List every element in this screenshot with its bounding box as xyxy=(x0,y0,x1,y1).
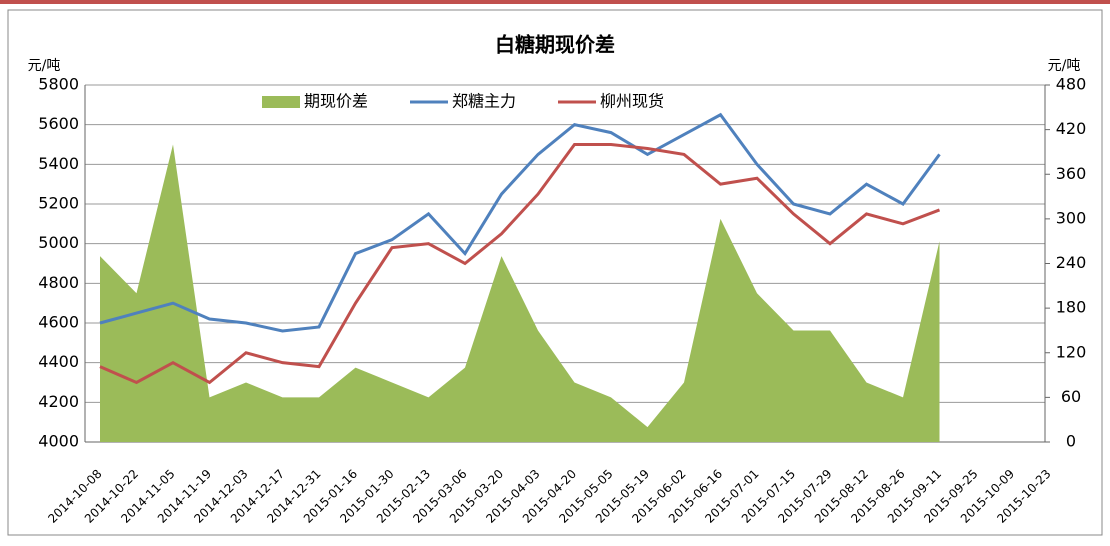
y2-tick-label: 180 xyxy=(1056,298,1087,317)
y-tick-label: 5800 xyxy=(38,75,79,94)
y-tick-label: 4600 xyxy=(38,313,79,332)
y-tick-label: 5400 xyxy=(38,154,79,173)
legend-swatch xyxy=(262,96,300,108)
y2-tick-label: 120 xyxy=(1056,342,1087,361)
y2-tick-label: 240 xyxy=(1056,253,1087,272)
y2-tick-label: 420 xyxy=(1056,119,1087,138)
area xyxy=(100,144,940,442)
y-tick-label: 4000 xyxy=(38,432,79,451)
legend-label: 郑糖主力 xyxy=(452,92,516,111)
chart-title: 白糖期现价差 xyxy=(495,33,615,57)
y2-tick-label: 360 xyxy=(1056,164,1087,183)
y-tick-label: 4800 xyxy=(38,273,79,292)
y-tick-label: 5600 xyxy=(38,114,79,133)
y2-tick-label: 60 xyxy=(1061,387,1081,406)
y-tick-label: 4200 xyxy=(38,392,79,411)
y-axis-label: 元/吨 xyxy=(28,58,61,74)
y-tick-label: 4400 xyxy=(38,352,79,371)
y-tick-label: 5000 xyxy=(38,233,79,252)
legend-label: 期现价差 xyxy=(304,92,368,111)
y2-axis-label: 元/吨 xyxy=(1048,58,1081,74)
y-tick-label: 5200 xyxy=(38,194,79,213)
legend-label: 柳州现货 xyxy=(600,92,664,111)
y2-tick-label: 480 xyxy=(1056,75,1087,94)
y2-tick-label: 300 xyxy=(1056,208,1087,227)
line xyxy=(99,143,941,385)
line xyxy=(99,112,941,333)
top-border xyxy=(0,0,1110,4)
y2-tick-label: 0 xyxy=(1066,432,1076,451)
chart-frame xyxy=(7,9,1103,536)
